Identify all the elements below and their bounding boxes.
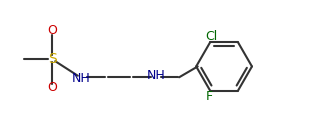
Text: F: F [206,90,213,103]
Text: S: S [48,52,57,66]
Text: Cl: Cl [205,30,218,43]
Text: O: O [47,24,57,37]
Text: O: O [47,81,57,94]
Text: NH: NH [147,69,165,82]
Text: NH: NH [72,72,91,85]
